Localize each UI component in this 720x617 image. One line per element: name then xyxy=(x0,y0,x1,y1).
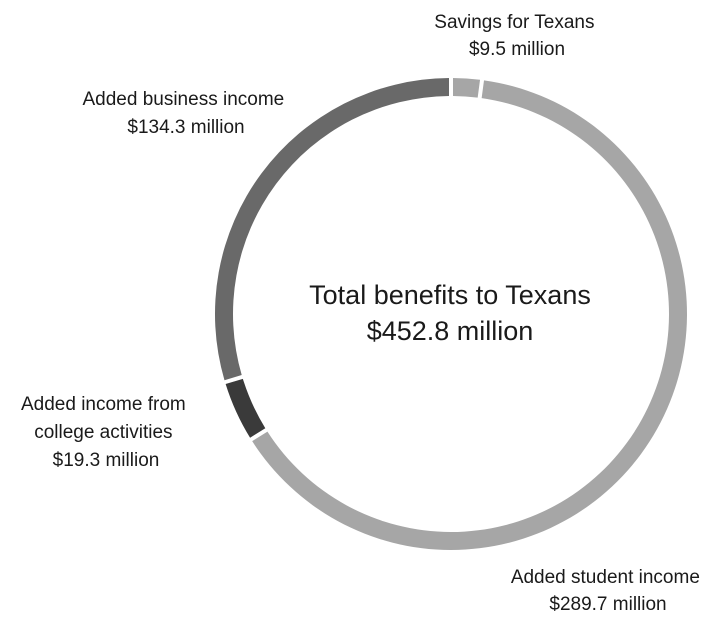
label-student-value: $289.7 million xyxy=(549,594,666,615)
label-savings-for-texans: Savings for Texans $9.5 million xyxy=(434,12,599,60)
label-savings-name: Savings for Texans xyxy=(434,12,594,33)
label-business-name: Added business income xyxy=(82,89,284,110)
center-total-value: $452.8 million xyxy=(367,316,534,346)
label-student-name: Added student income xyxy=(511,567,700,588)
slice-added-income-from-college-activities xyxy=(225,378,266,438)
label-added-income-college-activities: Added income from college activities $19… xyxy=(21,394,191,471)
label-college-line1: Added income from xyxy=(21,394,186,415)
donut-slices xyxy=(214,78,687,551)
slice-savings-for-texans xyxy=(453,78,481,98)
center-title: Total benefits to Texans xyxy=(309,280,591,310)
label-added-student-income: Added student income $289.7 million xyxy=(511,567,705,615)
label-savings-value: $9.5 million xyxy=(469,39,565,60)
label-college-line2: college activities xyxy=(34,422,172,443)
label-college-value: $19.3 million xyxy=(53,450,160,471)
label-business-value: $134.3 million xyxy=(127,117,244,138)
label-added-business-income: Added business income $134.3 million xyxy=(82,89,289,138)
